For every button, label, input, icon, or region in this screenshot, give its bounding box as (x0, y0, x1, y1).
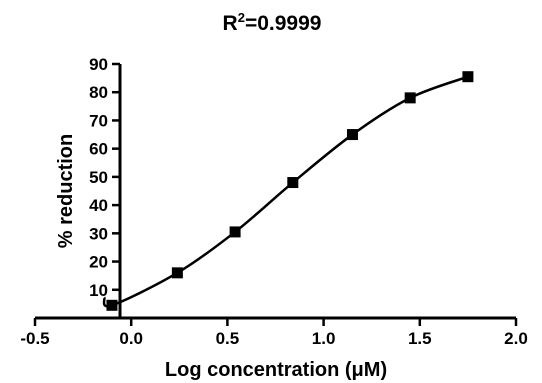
x-tick-label: 2.0 (504, 329, 528, 348)
data-point (171, 267, 183, 279)
x-axis-label: Log concentration (μM) (165, 359, 387, 381)
y-tick-label: 70 (89, 111, 108, 130)
data-point (404, 92, 416, 104)
data-point (287, 177, 299, 189)
title-rest: =0.9999 (245, 12, 322, 35)
x-axis-ticks: -0.5 0.0 0.5 1.0 1.5 2.0 (20, 318, 528, 348)
data-point (346, 129, 358, 141)
y-axis-ticks: 10 20 30 40 50 60 70 80 90 (89, 55, 120, 300)
title-base: R (223, 12, 238, 35)
y-tick-label: 40 (89, 196, 108, 215)
y-tick-label: 90 (89, 55, 108, 74)
x-tick-label: -0.5 (20, 329, 49, 348)
data-point (229, 226, 241, 238)
data-point (462, 71, 474, 83)
y-tick-label: 30 (89, 224, 108, 243)
y-axis-label: % reduction (55, 134, 77, 248)
x-tick-label: 0.0 (119, 329, 143, 348)
x-tick-label: 0.5 (216, 329, 240, 348)
fit-curve (102, 75, 469, 308)
y-tick-label: 20 (89, 253, 108, 272)
data-points (106, 71, 474, 311)
y-tick-label: 80 (89, 83, 108, 102)
title-superscript: 2 (238, 10, 245, 25)
y-tick-label: 60 (89, 140, 108, 159)
chart-title: R2=0.9999 (223, 10, 322, 35)
y-tick-label: 50 (89, 168, 108, 187)
data-point (106, 299, 118, 311)
x-tick-label: 1.5 (408, 329, 432, 348)
y-tick-label: 10 (89, 281, 108, 300)
x-tick-label: 1.0 (312, 329, 336, 348)
axes (35, 64, 516, 320)
